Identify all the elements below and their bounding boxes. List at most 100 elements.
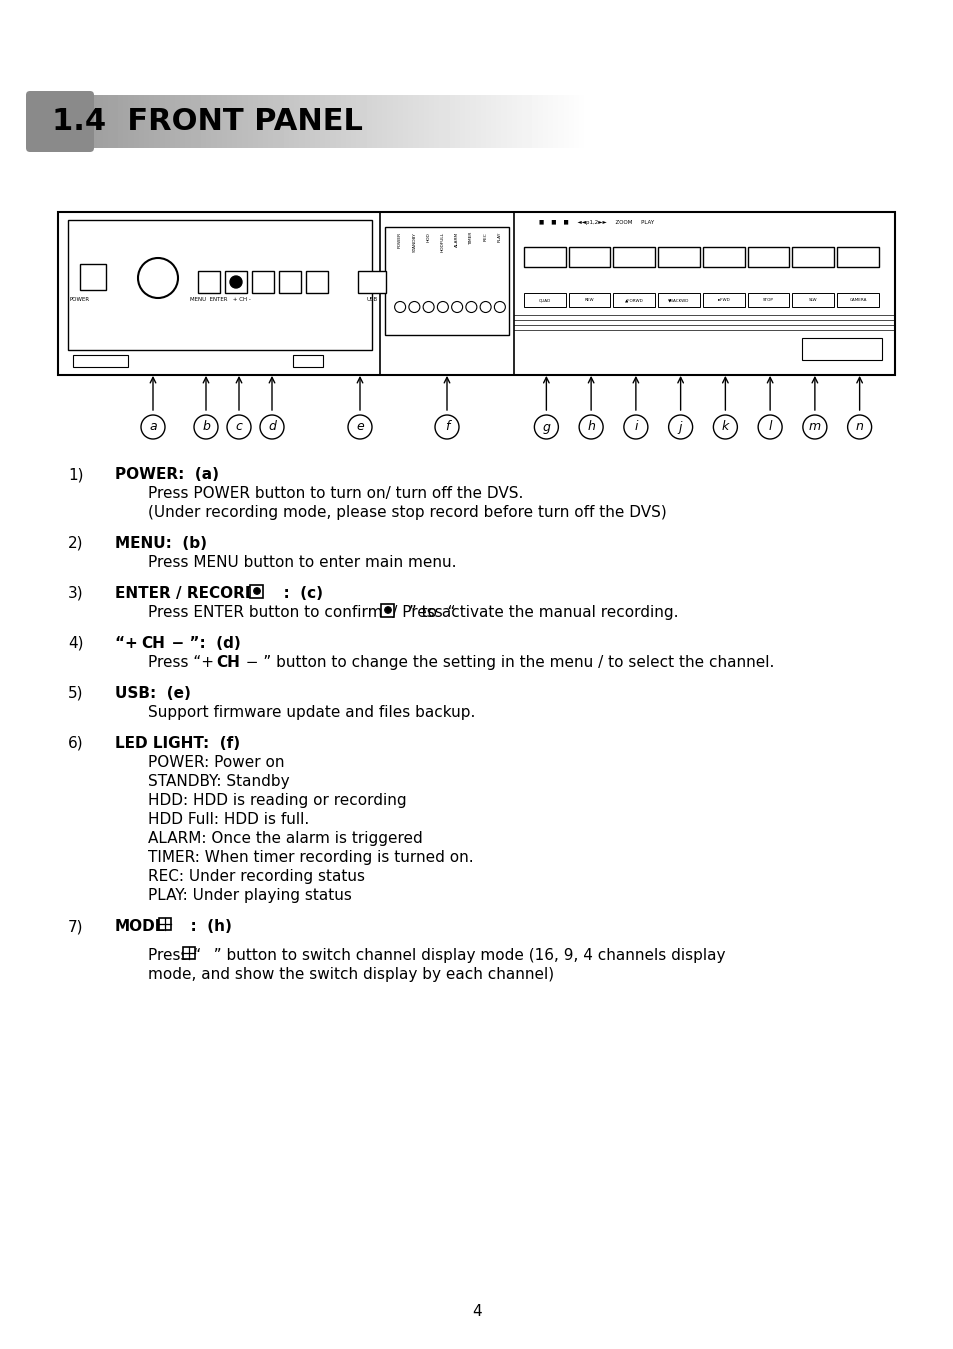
Text: REC: Under recording status: REC: Under recording status (148, 869, 365, 884)
Text: 5): 5) (68, 687, 84, 701)
Text: REC: REC (483, 232, 487, 240)
Text: c: c (235, 421, 242, 433)
Text: h: h (587, 421, 595, 433)
Bar (747, 293, 789, 308)
Bar (792, 293, 833, 308)
Circle shape (494, 301, 505, 313)
Text: l: l (767, 421, 771, 433)
Bar (523, 293, 565, 308)
Text: k: k (721, 421, 728, 433)
Bar (613, 247, 655, 267)
Circle shape (348, 415, 372, 438)
Text: ■    ■    ■     ◄◄p1,2►►     ZOOM     PLAY: ■ ■ ■ ◄◄p1,2►► ZOOM PLAY (538, 220, 654, 225)
Bar (658, 293, 700, 308)
Text: “+: “+ (115, 635, 148, 652)
Text: MENU:  (b): MENU: (b) (115, 536, 207, 550)
Text: 7): 7) (68, 919, 84, 934)
Bar (252, 271, 274, 293)
Text: ALARM: ALARM (455, 232, 458, 247)
Text: QUAD: QUAD (538, 298, 551, 302)
Text: i: i (634, 421, 637, 433)
Circle shape (395, 301, 405, 313)
Circle shape (465, 301, 476, 313)
Circle shape (758, 415, 781, 438)
Text: 4): 4) (68, 635, 84, 652)
Bar (385, 227, 509, 335)
Text: POWER:  (a): POWER: (a) (115, 467, 219, 482)
Bar (293, 355, 323, 367)
Text: HDD: HDD is reading or recording: HDD: HDD is reading or recording (148, 793, 406, 808)
Text: POWER: POWER (397, 232, 402, 248)
Circle shape (384, 607, 391, 614)
Text: 4: 4 (472, 1303, 481, 1318)
Text: b: b (202, 421, 210, 433)
Text: :  (h): : (h) (180, 919, 232, 934)
Text: ” to activate the manual recording.: ” to activate the manual recording. (403, 604, 678, 621)
Text: TIMER: When timer recording is turned on.: TIMER: When timer recording is turned on… (148, 850, 473, 865)
Text: f: f (444, 421, 449, 433)
Text: ▲FORWD: ▲FORWD (624, 298, 643, 302)
Text: HDDFULL: HDDFULL (440, 232, 444, 252)
Text: MENU  ENTER   + CH -: MENU ENTER + CH - (190, 297, 251, 302)
Bar (658, 247, 700, 267)
Text: j: j (679, 421, 681, 433)
Bar (357, 271, 386, 293)
Text: STOP: STOP (762, 298, 773, 302)
Bar (568, 247, 610, 267)
Bar (58, 212, 894, 375)
Text: m: m (808, 421, 821, 433)
Circle shape (193, 415, 218, 438)
Text: mode, and show the switch display by each channel): mode, and show the switch display by eac… (148, 967, 554, 982)
Circle shape (409, 301, 419, 313)
Bar (837, 293, 878, 308)
Text: PLAY: PLAY (497, 232, 501, 243)
Circle shape (260, 415, 284, 438)
Circle shape (479, 301, 491, 313)
Bar (702, 247, 744, 267)
Text: a: a (149, 421, 156, 433)
Circle shape (846, 415, 871, 438)
Circle shape (578, 415, 602, 438)
Text: − ” button to change the setting in the menu / to select the channel.: − ” button to change the setting in the … (235, 656, 774, 670)
Circle shape (230, 277, 242, 287)
Bar (568, 293, 610, 308)
Text: 3): 3) (68, 585, 84, 602)
Text: n: n (855, 421, 862, 433)
Bar (198, 271, 220, 293)
Text: SLW: SLW (808, 298, 817, 302)
Text: REW: REW (584, 298, 594, 302)
Circle shape (713, 415, 737, 438)
Text: Press “: Press “ (148, 948, 201, 963)
Text: ▼BACKWD: ▼BACKWD (668, 298, 689, 302)
Text: CAMERA: CAMERA (848, 298, 866, 302)
Circle shape (227, 415, 251, 438)
Text: LED LIGHT:  (f): LED LIGHT: (f) (115, 737, 240, 751)
Text: (Under recording mode, please stop record before turn off the DVS): (Under recording mode, please stop recor… (148, 505, 666, 519)
Bar (702, 293, 744, 308)
Bar (68, 220, 372, 349)
Bar (73, 355, 128, 367)
Text: Press MENU button to enter main menu.: Press MENU button to enter main menu. (148, 554, 456, 571)
Text: USB:  (e): USB: (e) (115, 687, 191, 701)
Circle shape (668, 415, 692, 438)
Circle shape (451, 301, 462, 313)
Text: 1.4  FRONT PANEL: 1.4 FRONT PANEL (52, 107, 362, 136)
Bar (792, 247, 833, 267)
Circle shape (138, 258, 178, 298)
Text: :  (c): : (c) (273, 585, 323, 602)
Text: Support firmware update and files backup.: Support firmware update and files backup… (148, 706, 475, 720)
Text: 6): 6) (68, 737, 84, 751)
Circle shape (423, 301, 434, 313)
Circle shape (623, 415, 647, 438)
FancyBboxPatch shape (251, 584, 263, 598)
Text: 1): 1) (68, 467, 84, 482)
Text: Press “+: Press “+ (148, 656, 224, 670)
FancyBboxPatch shape (159, 919, 171, 929)
Circle shape (534, 415, 558, 438)
Text: Press POWER button to turn on/ turn off the DVS.: Press POWER button to turn on/ turn off … (148, 486, 523, 500)
Text: STANDBY: STANDBY (412, 232, 416, 252)
Bar (225, 271, 247, 293)
Text: 2): 2) (68, 536, 84, 550)
Text: STANDBY: Standby: STANDBY: Standby (148, 774, 290, 789)
FancyBboxPatch shape (381, 603, 395, 616)
